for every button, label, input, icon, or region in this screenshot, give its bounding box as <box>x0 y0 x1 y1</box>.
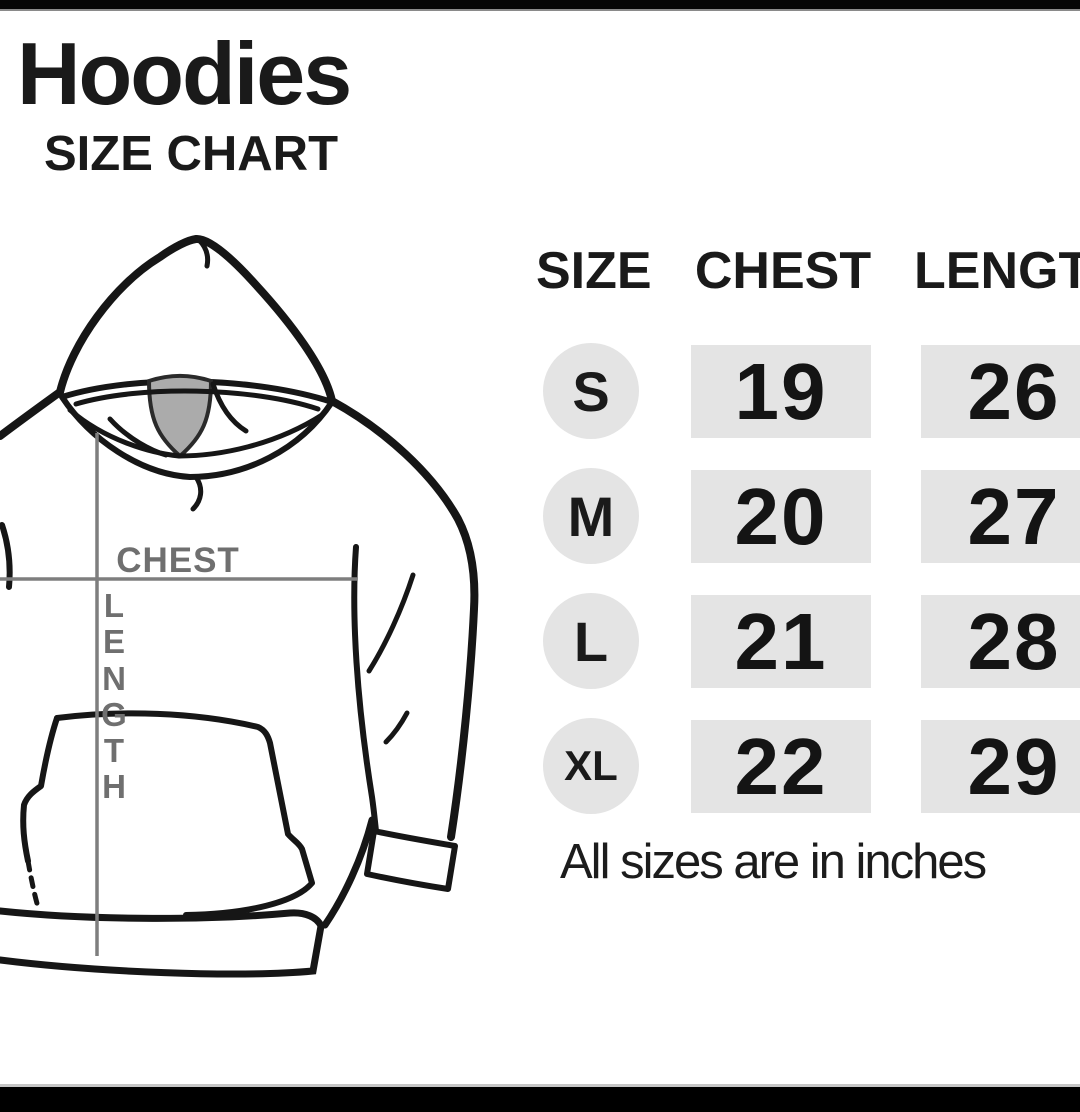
sleeve-wrinkle-1 <box>366 572 416 674</box>
units-note: All sizes are in inches <box>560 835 987 889</box>
hoodie-diagram: CHEST L E N G T H <box>0 235 479 978</box>
length-measure-label: L E N G T H <box>101 587 127 805</box>
length-cell: 29 <box>921 720 1080 813</box>
side-seam <box>351 544 379 834</box>
length-letter: T <box>104 732 124 769</box>
chest-cell: 22 <box>691 720 871 813</box>
length-cell: 27 <box>921 470 1080 563</box>
column-header-chest: CHEST <box>694 242 872 300</box>
length-letter: G <box>101 696 127 733</box>
sleeve-wrinkle-2 <box>383 710 410 745</box>
sleeve-cuff <box>364 828 458 892</box>
table-row: L 21 28 <box>0 593 1080 689</box>
bottom-letterbox-bar <box>0 1084 1080 1112</box>
table-row: M 20 27 <box>0 468 1080 564</box>
page-subtitle: SIZE CHART <box>44 127 338 181</box>
size-badge: S <box>543 343 639 439</box>
table-row: XL 22 29 <box>0 718 1080 814</box>
body-right-edge <box>321 816 376 929</box>
chest-cell: 19 <box>691 345 871 438</box>
chin-fold <box>190 474 204 512</box>
size-badge: XL <box>543 718 639 814</box>
pocket-left-edge <box>20 715 60 864</box>
column-header-size: SIZE <box>536 242 652 300</box>
hood-fold-left <box>107 416 169 458</box>
left-shoulder <box>0 388 64 440</box>
chest-cell: 21 <box>691 595 871 688</box>
hem-band <box>0 907 325 978</box>
hood-rim-bottom-right <box>176 412 325 459</box>
length-letter: L <box>104 587 124 624</box>
page-title: Hoodies <box>17 24 352 123</box>
size-badge: L <box>543 593 639 689</box>
hood-peak-fold <box>196 237 211 269</box>
chest-measure-label: CHEST <box>116 541 240 580</box>
pocket-outline <box>54 710 315 918</box>
length-cell: 26 <box>921 345 1080 438</box>
chest-cell: 20 <box>691 470 871 563</box>
size-badge: M <box>543 468 639 564</box>
length-letter: H <box>102 768 126 805</box>
hood-rim-bottom-left <box>67 407 182 459</box>
length-letter: E <box>103 623 125 660</box>
hood-fill <box>60 238 332 401</box>
top-letterbox-bar <box>0 0 1080 11</box>
hood-inner-shield <box>146 373 214 459</box>
table-row: S 19 26 <box>0 343 1080 439</box>
left-arm-edge <box>0 522 13 590</box>
pocket-dashed-seam <box>25 858 41 910</box>
hood-fold-right <box>210 381 249 434</box>
hood-outline <box>56 235 336 405</box>
length-cell: 28 <box>921 595 1080 688</box>
length-letter: N <box>102 660 126 697</box>
right-sleeve-outline <box>328 397 479 841</box>
hood-rim-top <box>73 388 321 412</box>
